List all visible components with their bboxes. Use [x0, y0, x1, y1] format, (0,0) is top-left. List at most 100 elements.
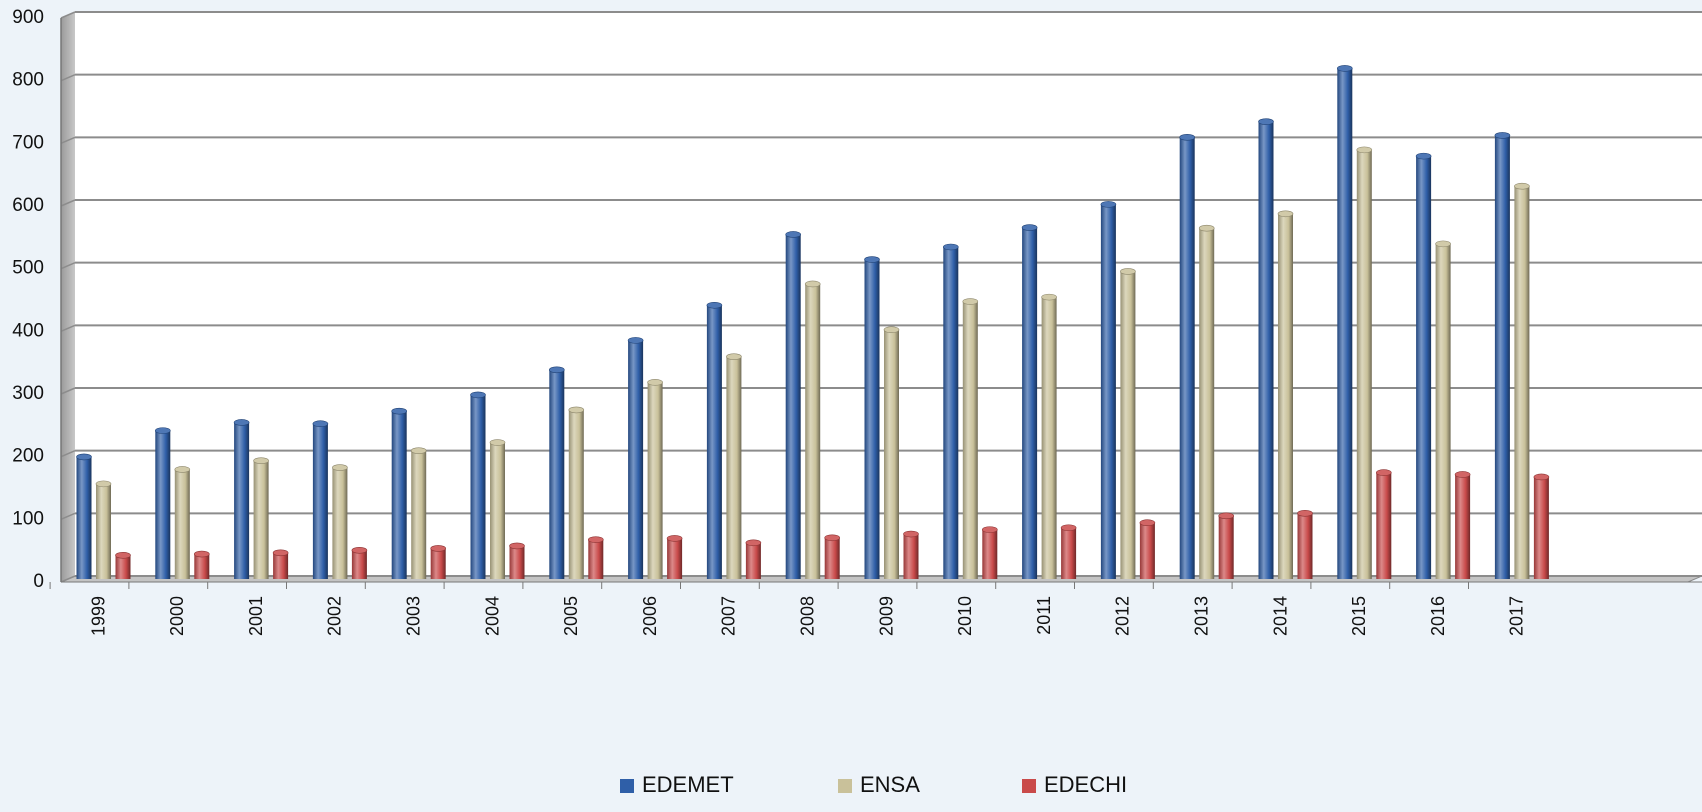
gridline-side: [60, 449, 76, 458]
bar: [1258, 118, 1274, 580]
gridline-side: [60, 136, 76, 145]
x-tick-label: 2001: [246, 596, 266, 636]
bar: [824, 534, 841, 579]
bar: [647, 379, 663, 579]
legend-label: ENSA: [860, 772, 920, 797]
bars: [76, 65, 1550, 580]
bar: [903, 530, 919, 579]
y-tick-label: 400: [12, 320, 44, 341]
y-tick-label: 900: [12, 7, 44, 28]
bar: [666, 535, 683, 579]
bar: [391, 407, 408, 579]
x-tick-label: 2003: [403, 596, 423, 636]
y-axis: 0 100 200 300 400 500 600 700 800 900: [12, 7, 62, 592]
x-tick-label: 2005: [561, 596, 581, 636]
x-tick-label: 2002: [325, 596, 345, 636]
bar: [1060, 524, 1077, 579]
y-tick-label: 200: [12, 446, 44, 467]
bar: [272, 549, 289, 579]
x-tick-label: 2015: [1349, 596, 1369, 636]
bar: [1356, 146, 1373, 579]
y-tick-label: 0: [33, 571, 44, 592]
legend-swatch: [620, 779, 634, 793]
bar: [194, 550, 210, 579]
bar: [332, 464, 348, 579]
bar: [1139, 519, 1156, 579]
x-tick-label: 2008: [797, 596, 817, 636]
bar: [253, 457, 269, 579]
gridline-side: [60, 199, 76, 207]
x-tick-label: 2017: [1507, 596, 1527, 636]
legend-item: EDEMET: [620, 772, 734, 797]
bar: [1120, 268, 1136, 579]
bar: [430, 545, 447, 579]
gridline-side: [60, 73, 76, 82]
legend-swatch: [1022, 779, 1036, 793]
bar: [1533, 473, 1550, 579]
bar: [1435, 240, 1451, 579]
y-tick-label: 300: [12, 383, 44, 404]
bar: [1297, 510, 1313, 579]
bar: [509, 542, 525, 579]
legend-label: EDECHI: [1044, 772, 1127, 797]
bar: [883, 326, 900, 579]
x-tick-label: 1999: [88, 596, 108, 636]
gridline-side: [60, 11, 76, 19]
bar: [962, 298, 979, 579]
bar: [745, 539, 762, 579]
bar: [1415, 152, 1432, 579]
bar: [627, 337, 644, 579]
legend-label: EDEMET: [642, 772, 734, 797]
legend-swatch: [838, 779, 852, 793]
bar: [95, 480, 112, 579]
bar: [1041, 293, 1057, 579]
x-tick-label: 2014: [1270, 596, 1290, 636]
y-tick-label: 100: [12, 508, 44, 529]
bar: [1218, 512, 1234, 579]
x-axis: 1999 2000 2001 2002 2003 2004 2005 2006 2007 2008…: [49, 581, 1702, 636]
bar: [1198, 224, 1215, 579]
gridline-side: [60, 512, 76, 521]
bar: [568, 406, 585, 579]
bar: [1454, 471, 1471, 579]
x-tick-label: 2011: [1034, 596, 1054, 635]
x-tick-label: 2010: [955, 596, 975, 636]
x-tick-label: 2012: [1113, 596, 1133, 636]
x-tick-label: 2004: [482, 596, 502, 636]
bar: [548, 366, 565, 579]
bar: [410, 447, 427, 579]
bar: [785, 231, 802, 579]
legend: EDEMET ENSA EDECHI: [620, 772, 1127, 797]
bar: [1277, 210, 1294, 579]
bar: [804, 280, 821, 579]
bar: [1337, 65, 1353, 580]
bar: [942, 243, 959, 579]
gridline-side: [60, 261, 76, 270]
bar: [233, 419, 250, 579]
x-tick-label: 2016: [1428, 596, 1448, 636]
bar: [587, 536, 604, 579]
bar: [351, 547, 368, 579]
bar: [1179, 134, 1195, 580]
gridline-side: [60, 575, 76, 583]
bar: [981, 526, 998, 579]
bar: [174, 466, 191, 579]
bar: [312, 420, 329, 579]
legend-item: EDECHI: [1022, 772, 1127, 797]
x-tick-label: 2007: [719, 596, 739, 636]
bar: [706, 301, 723, 579]
x-tick-label: 2000: [167, 596, 187, 636]
bar: [489, 439, 506, 579]
bar: [726, 353, 742, 579]
x-tick-label: 2009: [876, 596, 896, 636]
gridline-side: [60, 387, 76, 395]
bar: [1100, 201, 1117, 580]
bar: [115, 552, 131, 579]
bar: [155, 427, 171, 579]
x-tick-label: 2006: [640, 596, 660, 636]
gridline-side: [60, 324, 76, 333]
y-tick-label: 700: [12, 132, 44, 153]
bar: [1376, 469, 1392, 579]
